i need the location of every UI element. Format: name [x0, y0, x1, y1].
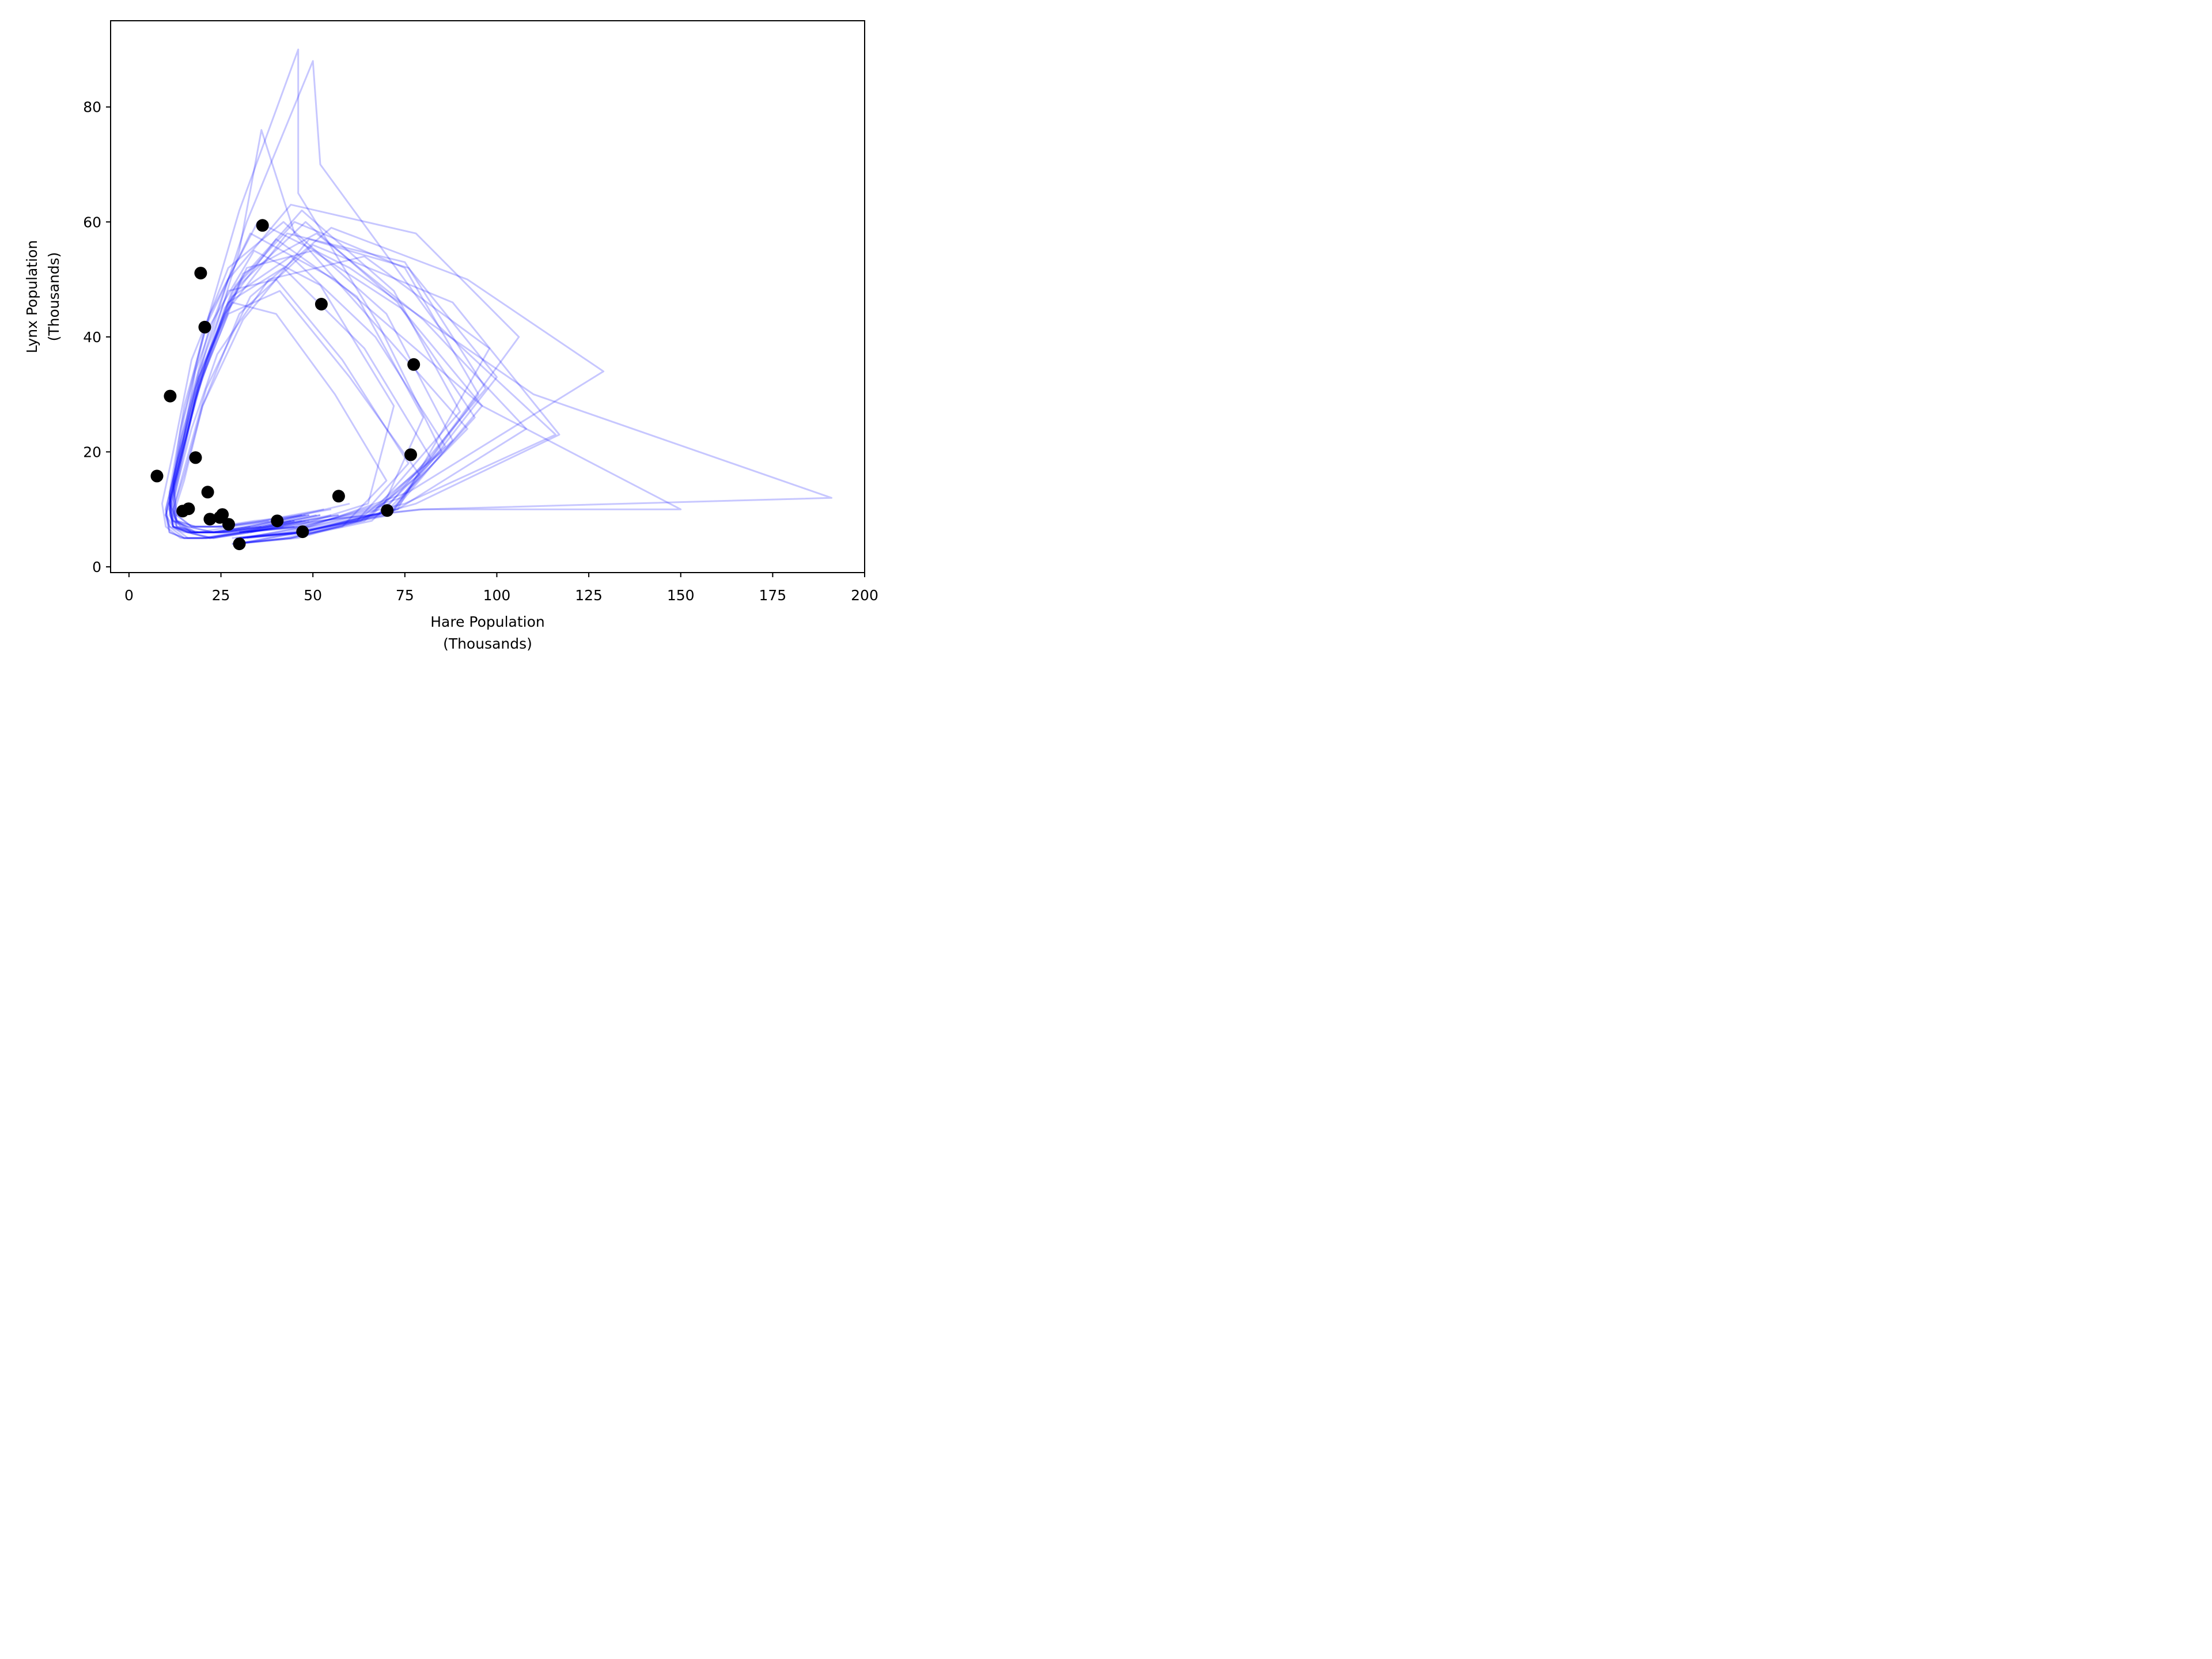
observed-point — [201, 486, 214, 499]
plot-frame — [110, 20, 865, 573]
observed-point — [203, 513, 217, 526]
x-tick-label: 50 — [304, 587, 322, 604]
observed-point — [213, 511, 226, 524]
trajectory-line-17 — [168, 301, 388, 545]
trajectory-line-4 — [165, 249, 395, 533]
chart-canvas: 0 25 50 75 100 125 150 175 200 0 20 40 60 80 Hare Po… — [0, 0, 894, 664]
y-tick-label: 0 — [92, 559, 101, 575]
y-tick-label: 40 — [83, 329, 101, 346]
trajectory-line-22 — [168, 221, 476, 545]
trajectory-line-8 — [168, 255, 491, 545]
x-tick-label: 0 — [124, 587, 134, 604]
trajectory-line-3 — [168, 203, 520, 539]
y-tick-label: 20 — [83, 444, 101, 460]
trajectory-line-5 — [161, 221, 454, 545]
observed-point — [222, 518, 235, 531]
observed-point — [198, 320, 211, 334]
observed-point — [182, 502, 195, 516]
observed-point — [381, 504, 394, 517]
y-axis-label: Lynx Population — [24, 240, 40, 353]
y-axis-ticks: 0 20 40 60 80 — [83, 99, 111, 575]
trajectory-line-15 — [168, 60, 557, 539]
trajectory-line-7 — [168, 129, 468, 539]
trajectory-line-20 — [168, 255, 446, 539]
observed-point — [332, 490, 345, 503]
observed-point — [189, 451, 202, 464]
trajectory-line-23 — [165, 232, 487, 533]
trajectory-line-16 — [168, 209, 461, 533]
x-tick-label: 75 — [396, 587, 414, 604]
x-axis-ticks: 0 25 50 75 100 125 150 175 200 — [124, 573, 878, 604]
trajectory-line-1 — [168, 221, 479, 539]
y-tick-label: 80 — [83, 99, 101, 116]
y-tick-label: 60 — [83, 214, 101, 230]
trajectory-line-14 — [165, 290, 421, 545]
trajectory-line-2 — [165, 238, 425, 545]
observed-point — [271, 514, 284, 528]
trajectory-line-13 — [172, 249, 483, 539]
x-axis-label: Hare Population — [430, 613, 545, 630]
trajectory-line-11 — [168, 48, 443, 539]
observed-point — [233, 537, 246, 551]
trajectory-line-19 — [172, 238, 498, 539]
observed-point — [164, 389, 177, 403]
x-axis-label-unit: (Thousands) — [443, 635, 532, 652]
x-tick-label: 200 — [851, 587, 878, 604]
observed-point — [315, 298, 328, 310]
observed-point — [150, 469, 164, 483]
trajectory-line-21 — [172, 232, 527, 539]
observed-points-group — [150, 219, 421, 551]
y-axis-label-unit: (Thousands) — [46, 252, 62, 342]
observed-point — [256, 219, 269, 232]
trajectory-line-10 — [168, 278, 410, 539]
trajectory-line-6 — [172, 244, 560, 539]
trajectory-line-9 — [172, 226, 605, 533]
x-tick-label: 100 — [483, 587, 511, 604]
observed-point — [404, 448, 417, 461]
observed-point — [194, 267, 207, 280]
x-tick-label: 150 — [667, 587, 695, 604]
plot-background — [0, 0, 894, 664]
x-tick-label: 175 — [759, 587, 787, 604]
x-tick-label: 125 — [575, 587, 603, 604]
observed-point — [296, 525, 309, 539]
trajectory-line-12 — [172, 221, 832, 533]
x-tick-label: 25 — [212, 587, 230, 604]
observed-point — [407, 358, 421, 371]
trajectory-line-24 — [165, 267, 431, 545]
